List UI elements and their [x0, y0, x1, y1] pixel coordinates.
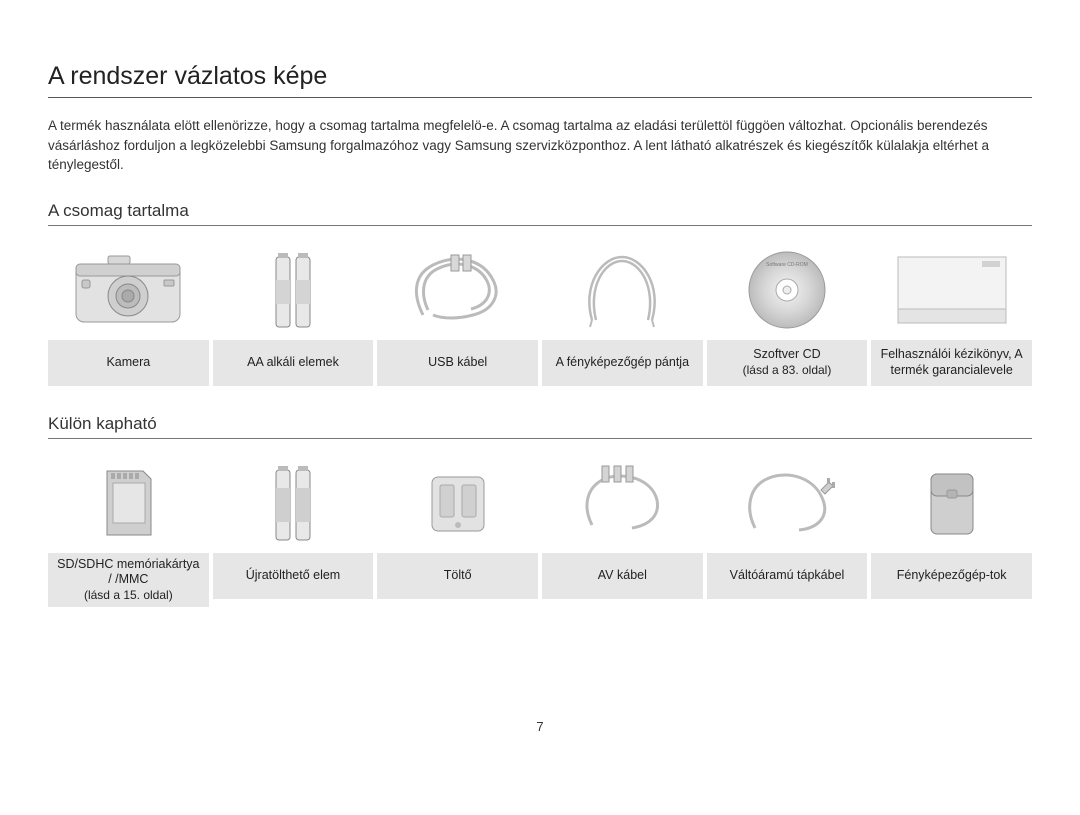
manual-page: A rendszer vázlatos képe A termék haszná…: [0, 0, 1080, 734]
item-rechargeable-batteries: Újratölthető elem: [213, 453, 374, 607]
optional-grid: SD/SDHC memóriakártya / /MMC (lásd a 15.…: [48, 453, 1032, 607]
label-text: USB kábel: [428, 355, 487, 371]
page-number: 7: [48, 719, 1032, 734]
item-label: Fényképezőgép-tok: [871, 553, 1032, 599]
label-text: Szoftver CD: [753, 347, 820, 363]
svg-text:Software CD-ROM: Software CD-ROM: [766, 262, 808, 268]
label-sub: (lásd a 15. oldal): [84, 588, 173, 603]
camera-icon: [48, 240, 209, 340]
item-sd-card: SD/SDHC memóriakártya / /MMC (lásd a 15.…: [48, 453, 209, 607]
av-cable-icon: [542, 453, 703, 553]
label-text: AA alkáli elemek: [247, 355, 339, 371]
rechargeable-icon: [213, 453, 374, 553]
item-camera-case: Fényképezőgép-tok: [871, 453, 1032, 607]
label-text: AV kábel: [598, 568, 647, 584]
item-label: Váltóáramú tápkábel: [707, 553, 868, 599]
item-software-cd: Software CD-ROM Szoftver CD (lásd a 83. …: [707, 240, 868, 386]
item-av-cable: AV kábel: [542, 453, 703, 607]
camera-case-icon: [871, 453, 1032, 553]
intro-paragraph: A termék használata elött ellenörizze, h…: [48, 116, 1032, 175]
batteries-icon: [213, 240, 374, 340]
label-text: SD/SDHC memóriakártya / /MMC: [54, 557, 203, 588]
section-contents-heading: A csomag tartalma: [48, 201, 1032, 226]
item-usb-cable: USB kábel: [377, 240, 538, 386]
usb-cable-icon: [377, 240, 538, 340]
item-label: Felhasználói kézikönyv, A termék garanci…: [871, 340, 1032, 386]
item-label: Újratölthető elem: [213, 553, 374, 599]
label-sub: (lásd a 83. oldal): [743, 363, 832, 378]
item-charger: Töltő: [377, 453, 538, 607]
item-camera: Kamera: [48, 240, 209, 386]
item-label: AA alkáli elemek: [213, 340, 374, 386]
contents-grid: Kamera AA alkáli elemek: [48, 240, 1032, 386]
item-label: Töltő: [377, 553, 538, 599]
label-text: Váltóáramú tápkábel: [730, 568, 845, 584]
power-cable-icon: [707, 453, 868, 553]
item-power-cable: Váltóáramú tápkábel: [707, 453, 868, 607]
section-optional-heading: Külön kapható: [48, 414, 1032, 439]
item-label: Szoftver CD (lásd a 83. oldal): [707, 340, 868, 386]
item-label: SD/SDHC memóriakártya / /MMC (lásd a 15.…: [48, 553, 209, 607]
item-aa-batteries: AA alkáli elemek: [213, 240, 374, 386]
strap-icon: [542, 240, 703, 340]
item-label: Kamera: [48, 340, 209, 386]
cd-icon: Software CD-ROM: [707, 240, 868, 340]
label-text: Kamera: [106, 355, 150, 371]
label-text: A fényképezőgép pántja: [556, 355, 689, 371]
item-manual: Felhasználói kézikönyv, A termék garanci…: [871, 240, 1032, 386]
charger-icon: [377, 453, 538, 553]
label-text: Újratölthető elem: [246, 568, 341, 584]
label-text: Töltő: [444, 568, 472, 584]
item-label: USB kábel: [377, 340, 538, 386]
item-strap: A fényképezőgép pántja: [542, 240, 703, 386]
sd-card-icon: [48, 453, 209, 553]
item-label: AV kábel: [542, 553, 703, 599]
label-text: Fényképezőgép-tok: [897, 568, 1007, 584]
label-text: Felhasználói kézikönyv, A termék garanci…: [877, 347, 1026, 378]
item-label: A fényképezőgép pántja: [542, 340, 703, 386]
page-title: A rendszer vázlatos képe: [48, 62, 1032, 98]
manual-icon: [871, 240, 1032, 340]
